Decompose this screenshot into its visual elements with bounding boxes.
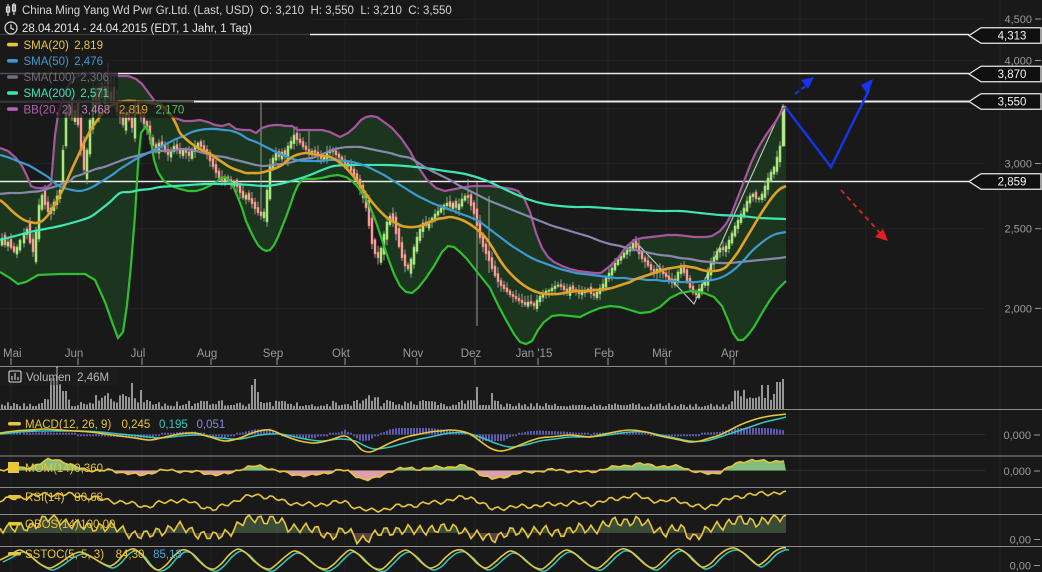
svg-text:RSI(14): RSI(14): [25, 492, 65, 504]
svg-text:0,360: 0,360: [74, 463, 103, 475]
svg-text:2,000: 2,000: [1004, 303, 1032, 315]
svg-text:Volumen 2,46M: Volumen 2,46M: [26, 372, 109, 384]
svg-text:0,00: 0,00: [1010, 561, 1031, 572]
svg-text:84,30: 84,30: [116, 549, 145, 561]
svg-text:3,870: 3,870: [998, 69, 1027, 81]
svg-text:SMA(200): SMA(200): [24, 88, 76, 100]
svg-text:Nov: Nov: [403, 348, 424, 360]
svg-text:0,051: 0,051: [197, 419, 226, 431]
svg-text:28.04.2014 - 24.04.2015 (EDT,: 28.04.2014 - 24.04.2015 (EDT, 1 Jahr, 1 …: [22, 23, 252, 35]
svg-text:Mär: Mär: [652, 348, 672, 360]
svg-text:BB(20, 2): BB(20, 2): [24, 104, 73, 116]
svg-text:SMA(100): SMA(100): [24, 72, 76, 84]
svg-text:2,859: 2,859: [998, 177, 1027, 189]
svg-text:3,000: 3,000: [1004, 159, 1032, 171]
svg-text:Feb: Feb: [594, 348, 614, 360]
svg-text:China Ming Yang Wd Pwr Gr.Ltd.: China Ming Yang Wd Pwr Gr.Ltd. (Last, US…: [22, 5, 452, 17]
svg-text:Jan '15: Jan '15: [516, 348, 553, 360]
svg-text:85,13: 85,13: [153, 549, 182, 561]
svg-text:Aug: Aug: [197, 348, 217, 360]
svg-text:0,00: 0,00: [1010, 535, 1031, 547]
svg-text:2,476: 2,476: [74, 56, 103, 68]
svg-text:2,819: 2,819: [119, 104, 148, 116]
svg-text:Sep: Sep: [263, 348, 283, 360]
svg-text:Mai: Mai: [3, 348, 22, 360]
svg-text:Jun: Jun: [65, 348, 84, 360]
svg-text:100,00: 100,00: [80, 519, 115, 531]
svg-text:0,000: 0,000: [1003, 466, 1031, 478]
svg-text:2,571: 2,571: [80, 88, 109, 100]
svg-text:OBOS(14): OBOS(14): [25, 519, 79, 531]
svg-text:Dez: Dez: [461, 348, 482, 360]
svg-text:MOM(14): MOM(14): [25, 463, 74, 475]
svg-text:0,000: 0,000: [1003, 430, 1031, 442]
svg-text:80,68: 80,68: [74, 492, 103, 504]
svg-text:3,468: 3,468: [81, 104, 110, 116]
svg-text:2,306: 2,306: [80, 72, 109, 84]
svg-text:MACD(12, 26, 9): MACD(12, 26, 9): [25, 419, 111, 431]
svg-text:SSTOC(5, 5, 3): SSTOC(5, 5, 3): [25, 549, 104, 561]
svg-text:2,170: 2,170: [156, 104, 185, 116]
svg-text:SMA(20): SMA(20): [24, 40, 70, 52]
svg-text:Apr: Apr: [721, 348, 739, 360]
svg-text:0,195: 0,195: [159, 419, 188, 431]
svg-text:2,500: 2,500: [1004, 224, 1032, 236]
svg-text:0,245: 0,245: [122, 419, 151, 431]
svg-text:4,313: 4,313: [998, 31, 1027, 43]
svg-text:4,500: 4,500: [1004, 14, 1032, 26]
svg-text:Okt: Okt: [332, 348, 351, 360]
svg-text:SMA(50): SMA(50): [24, 56, 70, 68]
svg-text:Jul: Jul: [131, 348, 146, 360]
svg-text:2,819: 2,819: [74, 40, 103, 52]
svg-text:4,000: 4,000: [1004, 56, 1032, 68]
svg-text:3,550: 3,550: [998, 97, 1027, 109]
